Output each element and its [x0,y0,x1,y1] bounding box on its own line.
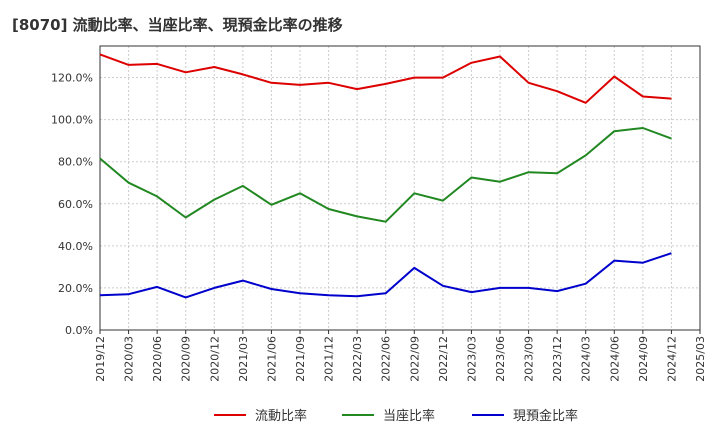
y-tick-label: 80.0% [58,156,93,169]
legend-label-3: 現預金比率 [513,408,578,424]
y-tick-label: 40.0% [58,240,93,253]
x-tick-label: 2020/03 [123,336,136,382]
x-tick-label: 2021/12 [323,336,336,382]
x-tick-label: 2023/06 [494,336,507,382]
x-tick-label: 2022/12 [437,336,450,382]
x-tick-label: 2025/03 [694,336,707,382]
x-tick-label: 2019/12 [94,336,107,382]
x-tick-label: 2024/06 [608,336,621,382]
y-tick-label: 20.0% [58,282,93,295]
x-tick-label: 2020/09 [180,336,193,382]
x-tick-label: 2024/12 [665,336,678,382]
x-tick-label: 2021/03 [237,336,250,382]
plot-frame [99,45,701,331]
legend-label-1: 流動比率 [255,408,307,424]
y-tick-label: 100.0% [51,114,93,127]
x-tick-label: 2022/03 [351,336,364,382]
x-tick-label: 2021/09 [294,336,307,382]
x-tick-label: 2022/09 [408,336,421,382]
chart-title: [8070] 流動比率、当座比率、現預金比率の推移 [12,16,343,34]
x-tick-label: 2022/06 [380,336,393,382]
legend-label-2: 当座比率 [383,408,435,424]
x-tick-label: 2023/09 [523,336,536,382]
x-tick-label: 2020/12 [208,336,221,382]
x-tick-label: 2024/09 [637,336,650,382]
series-line-1 [99,53,672,104]
series-line-3 [99,252,672,299]
y-tick-label: 60.0% [58,198,93,211]
series-line-2 [99,127,672,223]
x-tick-label: 2023/03 [465,336,478,382]
x-tick-label: 2024/03 [580,336,593,382]
y-tick-label: 0.0% [65,324,93,337]
x-tick-label: 2021/06 [265,336,278,382]
x-tick-label: 2023/12 [551,336,564,382]
y-tick-label: 120.0% [51,72,93,85]
x-tick-label: 2020/06 [151,336,164,382]
